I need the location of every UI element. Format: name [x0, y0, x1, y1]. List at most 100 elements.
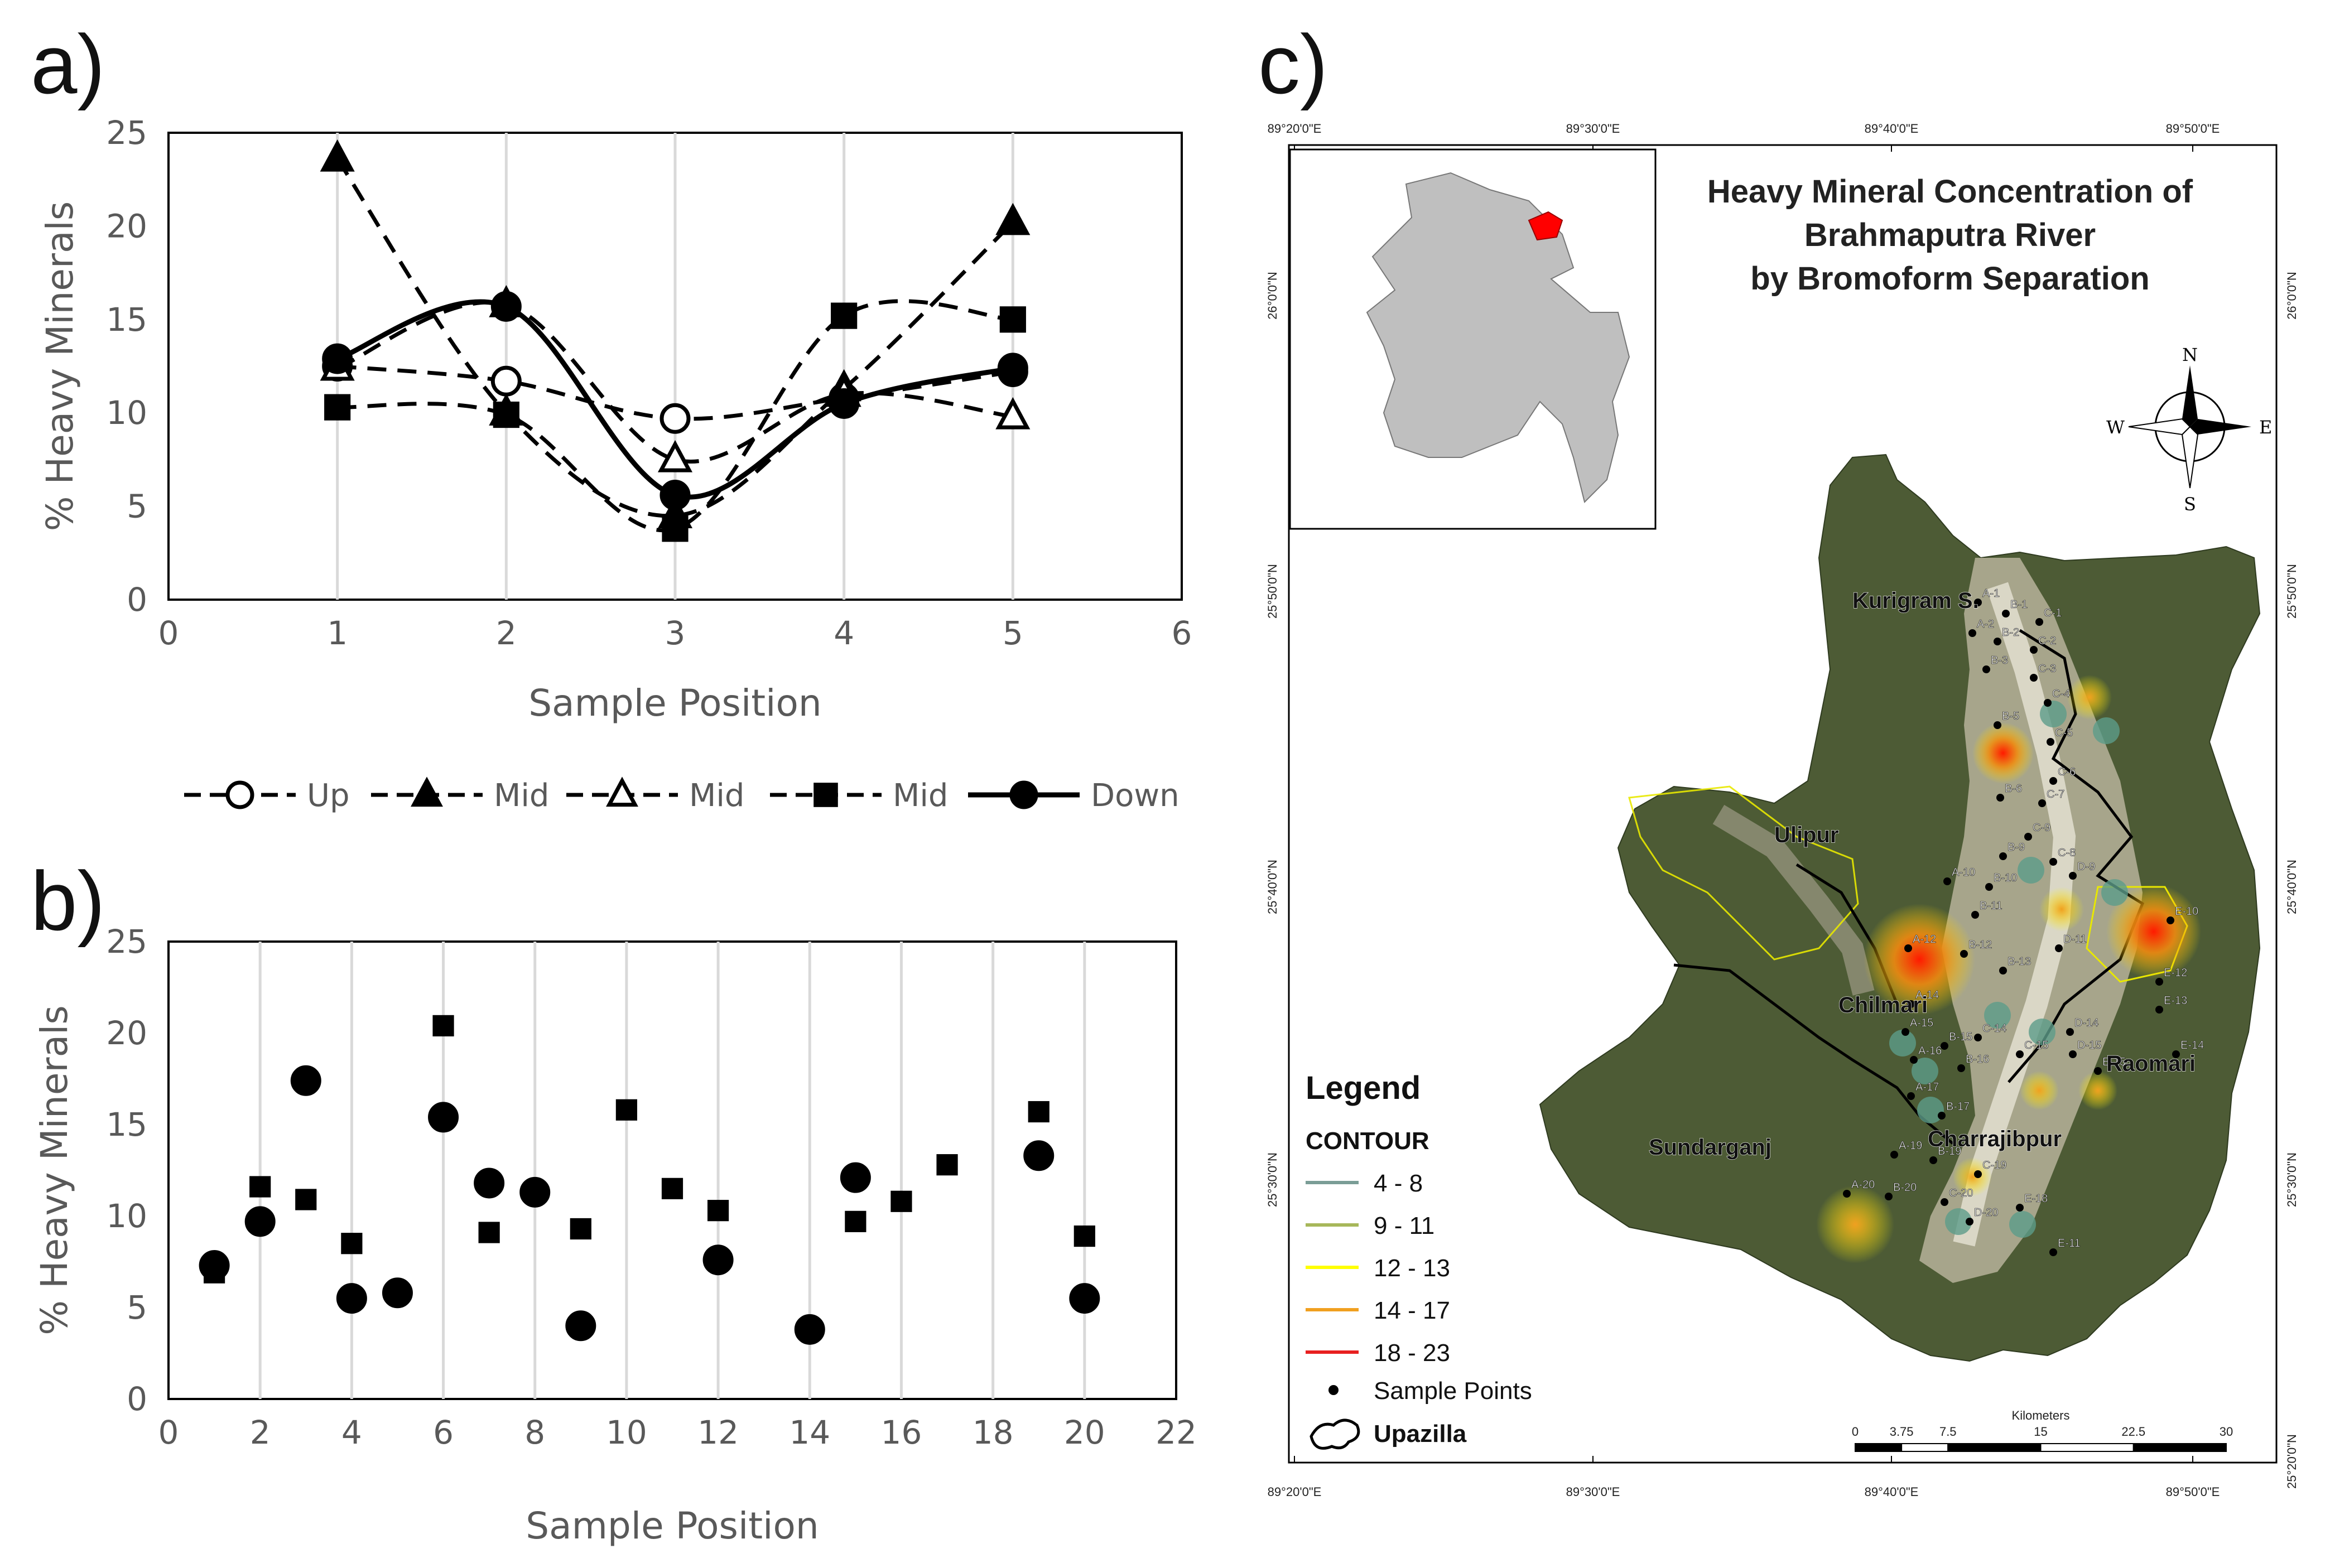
- sample-point: B-15: [1941, 1031, 1973, 1050]
- concentration-low-spot: [2101, 879, 2128, 906]
- sample-dot: [1982, 665, 1990, 673]
- sample-label: C-20: [1949, 1187, 1973, 1199]
- data-point-a: [659, 480, 691, 511]
- sample-label: D-20: [1974, 1207, 1998, 1219]
- data-point-b: [1028, 1101, 1050, 1123]
- sample-dot: [2047, 738, 2054, 746]
- sample-dot: [2049, 1248, 2057, 1256]
- chart-b: 0 2 4 6 8 10 12 14 16 18 20 22 0 5 10 15 20 25 Sample Posi…: [33, 923, 1197, 1547]
- concentration-hotspot: [1953, 1157, 1992, 1196]
- legend-sample-dot: [1328, 1385, 1339, 1395]
- data-point-b: [794, 1314, 825, 1345]
- y-axis-label-b: % Heavy Minerals: [33, 1005, 76, 1335]
- map-right-tick: 25°30'0"N: [2285, 1152, 2299, 1207]
- sample-label: C-9: [2033, 822, 2050, 834]
- sample-point: E-14: [2172, 1039, 2204, 1058]
- y-tick-label-b: 15: [106, 1106, 147, 1144]
- legend-label-a: Mid: [689, 778, 744, 814]
- data-point-b: [936, 1154, 958, 1176]
- x-axis-label-a: Sample Position: [528, 682, 821, 725]
- sample-label: A-1: [1982, 587, 2000, 600]
- sample-point: A-19: [1890, 1140, 1923, 1159]
- sample-label: D-15: [2077, 1039, 2101, 1051]
- sample-point: A-17: [1907, 1081, 1939, 1100]
- sample-dot: [1907, 1000, 1915, 1008]
- sample-point: C-5: [2047, 727, 2073, 746]
- sample-label: B-17: [1946, 1101, 1970, 1113]
- scale-unit: Kilometers: [2012, 1408, 2070, 1422]
- sample-label: E-11: [2058, 1237, 2081, 1249]
- sample-label: E-18: [2024, 1193, 2048, 1205]
- legend-upazilla-icon: [1310, 1419, 1360, 1450]
- compass-rose: N S E W: [2106, 344, 2272, 515]
- data-point-a: [999, 306, 1026, 333]
- sample-dot: [1971, 911, 1979, 919]
- map-right-tick: 26°0'0"N: [2285, 272, 2299, 320]
- compass-needle: [2128, 418, 2191, 436]
- sample-point: C-19: [1974, 1159, 2007, 1178]
- x-tick-label-b: 12: [697, 1413, 739, 1451]
- legend-item-a: Mid: [371, 776, 549, 814]
- sample-label: B-19: [1938, 1145, 1961, 1157]
- scale-tick: 7.5: [1939, 1425, 1957, 1439]
- legend-item-a: Down: [968, 778, 1180, 814]
- x-tick-label-b: 8: [524, 1413, 545, 1451]
- data-point-b: [432, 1015, 454, 1036]
- sample-dot: [2167, 916, 2174, 924]
- sample-dot: [2094, 1067, 2102, 1075]
- sample-dot: [1901, 1028, 1909, 1036]
- panel-b: b) 0 2 4 6 8 10 12 14 16 18 20 22 0 5 10 15 20 25 Sample P…: [0, 826, 1227, 1568]
- sample-label: B-6: [2005, 783, 2022, 795]
- legend-contour-label: 14 - 17: [1374, 1297, 1450, 1324]
- sample-point: A-16: [1910, 1045, 1942, 1064]
- sample-point: D-9: [2069, 861, 2096, 880]
- data-point-a: [831, 302, 858, 329]
- sample-dot: [2069, 872, 2077, 880]
- sample-point: C-9: [2024, 822, 2051, 841]
- scale-tick: 22.5: [2121, 1425, 2145, 1439]
- x-tick-label-a: 2: [496, 614, 517, 652]
- y-tick-label-a: 25: [106, 114, 147, 152]
- sample-label: B-2: [2002, 626, 2019, 639]
- sample-label: A-10: [1952, 866, 1975, 879]
- panel-a-label: a): [31, 17, 105, 111]
- scale-segment: [1901, 1443, 1949, 1452]
- sample-point: D-14: [2066, 1017, 2099, 1036]
- sample-dot: [1974, 599, 1982, 606]
- concentration-low-spot: [2009, 1211, 2036, 1238]
- series-line-a: [336, 300, 1013, 464]
- y-tick-label-b: 25: [106, 923, 147, 961]
- x-tick-label-b: 14: [789, 1413, 830, 1451]
- sample-dot: [2172, 1050, 2180, 1058]
- legend-label-a: Mid: [893, 778, 948, 814]
- sample-dot: [1966, 1218, 1973, 1226]
- y-tick-label-b: 5: [127, 1289, 147, 1326]
- x-tick-label-a: 5: [1003, 614, 1023, 652]
- map-top-tick: 89°20'0"E: [1268, 122, 1322, 136]
- panel-a: a) 0 1 2 3 4 5 6 0 5 10 15 20 25 Sample Position % Hea…: [0, 0, 1227, 826]
- sample-dot: [2049, 858, 2057, 866]
- data-point-a: [995, 397, 1031, 430]
- scale-tick: 0: [1852, 1425, 1859, 1439]
- x-tick-label-a: 6: [1172, 614, 1192, 652]
- legend-label-a: Down: [1091, 778, 1180, 814]
- sample-point: C-15: [2016, 1039, 2049, 1058]
- sample-dot: [1890, 1151, 1898, 1159]
- concentration-low-spot: [2040, 701, 2067, 727]
- sample-dot: [1968, 629, 1976, 637]
- legend-contour-title: CONTOUR: [1306, 1127, 1429, 1155]
- data-point-a: [995, 202, 1031, 235]
- sample-dot: [1957, 1064, 1965, 1072]
- legend-contour-label: 9 - 11: [1374, 1212, 1434, 1239]
- sample-dot: [1985, 883, 1993, 891]
- scale-segment: [1855, 1443, 1903, 1452]
- y-tick-label-a: 20: [106, 207, 147, 245]
- concentration-low-spot: [2029, 1019, 2055, 1045]
- concentration-low-spot: [2018, 857, 2044, 884]
- y-tick-label-b: 10: [106, 1197, 147, 1235]
- sample-dot: [2030, 674, 2038, 682]
- sample-dot: [1941, 1198, 1948, 1206]
- data-point-a: [662, 515, 689, 542]
- x-tick-label-a: 0: [158, 614, 179, 652]
- concentration-hotspot: [1864, 904, 1975, 1015]
